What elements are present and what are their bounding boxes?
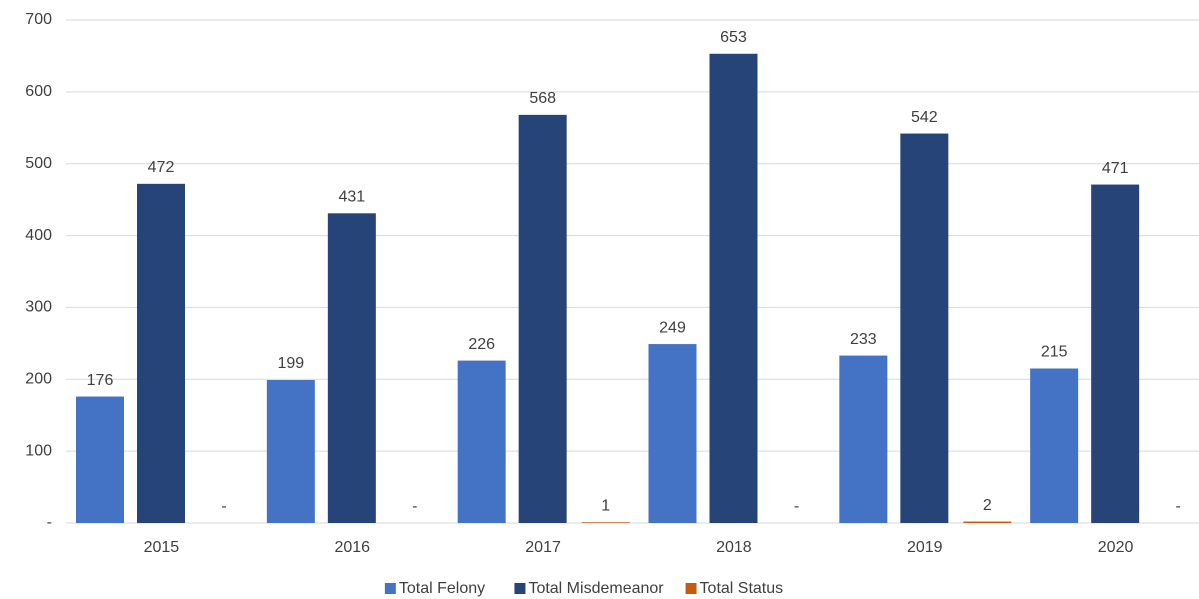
legend-swatch	[384, 583, 396, 594]
data-label: -	[412, 498, 417, 515]
bar	[457, 360, 506, 523]
bar	[518, 114, 567, 523]
bar	[137, 183, 185, 523]
bar	[327, 213, 376, 523]
y-tick-label: 600	[25, 83, 52, 100]
data-label: 226	[468, 336, 495, 353]
y-tick-label: 100	[25, 442, 52, 459]
bar	[1030, 368, 1079, 523]
bar	[76, 396, 124, 523]
legend-swatch	[685, 583, 697, 594]
y-tick-label: 700	[25, 11, 52, 28]
data-label: 215	[1041, 344, 1068, 361]
data-label: 1	[601, 498, 610, 515]
bar	[1091, 184, 1140, 523]
data-label: 199	[277, 355, 304, 372]
y-tick-label: 200	[25, 371, 52, 388]
x-tick-label: 2016	[334, 539, 370, 556]
bar	[581, 522, 630, 523]
legend-label: Total Status	[700, 580, 784, 597]
data-label: 542	[911, 109, 938, 126]
y-tick-label: -	[47, 514, 52, 531]
bar	[266, 380, 315, 523]
bar	[648, 344, 697, 523]
x-tick-label: 2020	[1098, 539, 1134, 556]
data-label: -	[221, 498, 226, 515]
bar	[900, 133, 949, 523]
data-label: 233	[850, 331, 877, 348]
data-label: 249	[659, 319, 686, 336]
x-tick-label: 2018	[716, 539, 752, 556]
bar	[963, 521, 1012, 523]
data-label: 471	[1102, 160, 1129, 177]
y-tick-label: 400	[25, 227, 52, 244]
y-tick-label: 500	[25, 155, 52, 172]
data-label: -	[794, 498, 799, 515]
legend-label: Total Felony	[399, 580, 485, 597]
x-tick-label: 2019	[907, 539, 943, 556]
x-tick-label: 2017	[525, 539, 561, 556]
bar	[709, 53, 758, 523]
data-label: 431	[338, 189, 365, 206]
bar	[839, 355, 888, 523]
legend-label: Total Misdemeanor	[528, 580, 664, 597]
data-label: 176	[87, 372, 114, 389]
x-tick-label: 2015	[144, 539, 180, 556]
data-label: 2	[983, 497, 992, 514]
legend-swatch	[514, 583, 526, 594]
y-tick-label: 300	[25, 299, 52, 316]
data-label: 568	[529, 90, 556, 107]
data-label: 653	[720, 29, 747, 46]
data-label: -	[1176, 498, 1181, 515]
data-label: 472	[148, 159, 175, 176]
